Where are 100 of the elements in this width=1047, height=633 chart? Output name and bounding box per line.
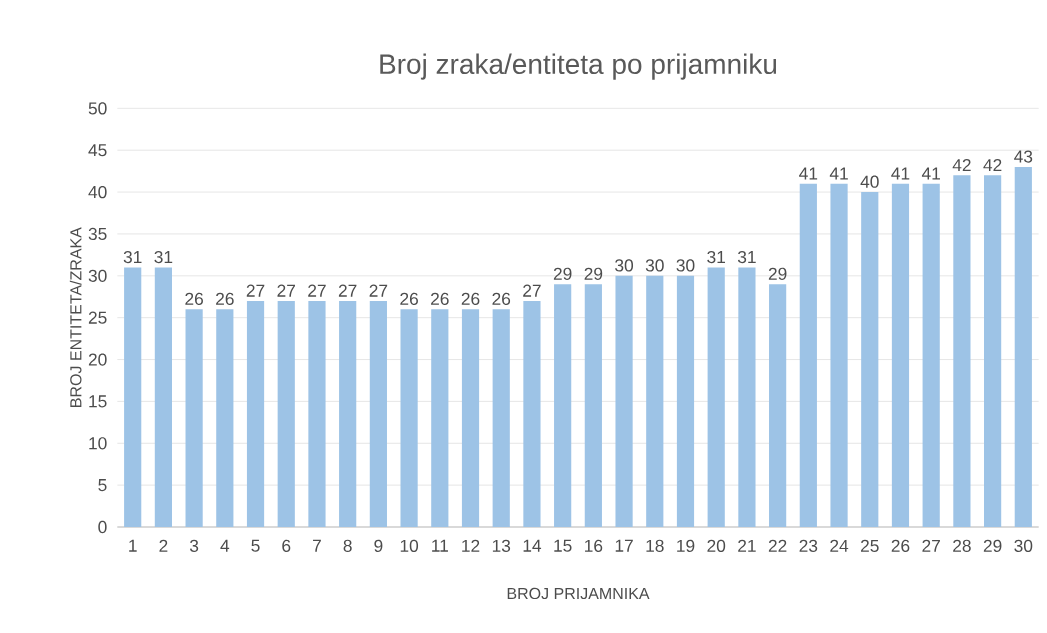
bar [707, 267, 725, 527]
x-tick-label: 14 [523, 539, 542, 552]
x-tick-label: 4 [220, 539, 230, 552]
x-tick-label: 24 [830, 539, 849, 552]
data-label: 26 [400, 292, 418, 306]
x-tick-label: 19 [677, 539, 695, 552]
bar [216, 309, 234, 527]
data-label: 27 [277, 284, 296, 297]
bar [154, 267, 172, 527]
data-label: 30 [676, 259, 695, 272]
bar [769, 284, 787, 527]
data-label: 31 [737, 250, 756, 264]
x-tick-label: 18 [646, 539, 664, 552]
bar [246, 300, 265, 527]
bar [185, 309, 203, 527]
bar [1014, 166, 1032, 527]
bar [369, 300, 387, 527]
bar [400, 309, 418, 527]
data-label: 27 [369, 284, 388, 297]
bar [124, 267, 142, 527]
data-label: 42 [983, 158, 1002, 172]
x-tick-label: 12 [462, 539, 480, 552]
x-tick-label: 15 [554, 539, 572, 552]
data-label: 26 [431, 292, 449, 306]
x-tick-label: 9 [374, 539, 383, 552]
bar [308, 300, 326, 527]
bar [922, 183, 940, 527]
x-axis-title: BROJ PRIJAMNIKA [507, 587, 650, 600]
x-tick-label: 16 [585, 539, 603, 552]
data-label: 31 [154, 250, 173, 264]
x-tick-label: 23 [799, 539, 818, 552]
x-tick-label: 21 [738, 539, 756, 552]
x-tick-label: 20 [707, 539, 726, 552]
y-tick-label: 50 [88, 102, 107, 115]
bar [861, 192, 879, 527]
data-label: 41 [921, 167, 940, 180]
data-label: 42 [952, 158, 971, 172]
x-tick-label: 26 [891, 539, 910, 552]
x-tick-label: 25 [861, 539, 879, 552]
bar [492, 309, 510, 527]
bar [646, 275, 664, 527]
bar [431, 309, 449, 527]
y-tick-label: 10 [89, 437, 107, 450]
x-tick-label: 27 [922, 539, 940, 552]
x-tick-label: 17 [615, 539, 633, 552]
bar [738, 267, 756, 527]
bar [523, 300, 541, 527]
data-label: 27 [523, 284, 541, 297]
y-tick-label: 25 [88, 311, 107, 324]
x-tick-label: 11 [432, 539, 448, 552]
bar [953, 175, 971, 527]
x-tick-label: 13 [492, 539, 511, 552]
x-tick-label: 1 [129, 539, 137, 552]
data-label: 26 [185, 292, 203, 306]
data-label: 29 [768, 267, 787, 280]
data-label: 41 [891, 167, 910, 180]
bar [891, 183, 910, 527]
data-label: 26 [492, 292, 511, 306]
bar [799, 183, 817, 527]
data-label: 30 [645, 259, 664, 272]
x-tick-label: 3 [189, 539, 199, 552]
y-tick-label: 40 [88, 185, 107, 199]
bar [554, 284, 572, 527]
data-label: 41 [829, 167, 848, 180]
x-tick-label: 7 [313, 539, 321, 552]
y-tick-label: 30 [88, 269, 107, 282]
data-label: 41 [799, 167, 818, 180]
data-label: 43 [1014, 150, 1033, 163]
y-tick-label: 20 [88, 353, 107, 366]
x-tick-label: 5 [251, 539, 260, 552]
y-tick-label: 15 [89, 395, 107, 408]
x-tick-label: 29 [983, 539, 1002, 552]
x-tick-label: 22 [768, 539, 787, 552]
data-label: 27 [246, 284, 265, 297]
x-tick-label: 2 [159, 539, 168, 552]
y-tick-label: 0 [98, 520, 107, 534]
x-tick-label: 6 [282, 539, 291, 552]
x-tick-label: 28 [953, 539, 971, 552]
y-axis-title: BROJ ENTITETA/ZRAKA [69, 227, 82, 407]
bar [277, 300, 295, 527]
data-label: 29 [584, 267, 603, 280]
bar [584, 284, 602, 527]
data-label: 26 [461, 292, 480, 306]
x-tick-label: 8 [343, 539, 352, 552]
data-label: 31 [123, 250, 142, 264]
bar [339, 300, 357, 527]
data-label: 40 [860, 175, 879, 188]
data-label: 29 [553, 267, 572, 280]
bar [461, 309, 480, 527]
y-tick-label: 5 [98, 479, 107, 492]
data-label: 31 [707, 250, 725, 264]
data-label: 26 [216, 292, 234, 306]
x-tick-label: 30 [1014, 539, 1033, 552]
data-label: 27 [308, 284, 326, 297]
bar [830, 183, 848, 527]
bar [676, 275, 695, 527]
data-label: 27 [338, 284, 357, 297]
y-tick-label: 45 [88, 144, 107, 157]
chart-title: Broj zraka/entiteta po prijamniku [380, 53, 777, 80]
bar [615, 275, 633, 527]
